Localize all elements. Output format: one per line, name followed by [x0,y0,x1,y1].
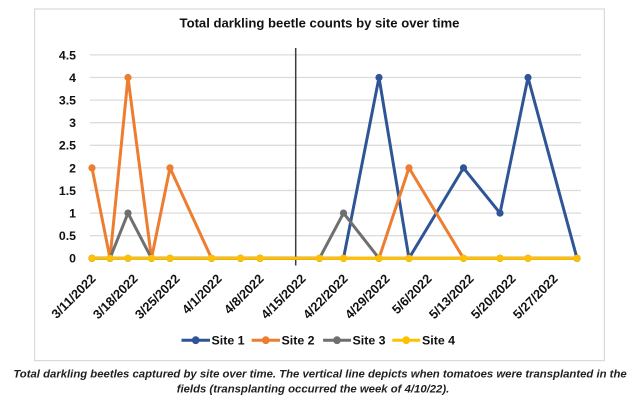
svg-text:fields (transplanting occurred: fields (transplanting occurred the week … [177,384,450,396]
svg-text:Site 3: Site 3 [353,334,386,348]
svg-text:Site 4: Site 4 [422,334,455,348]
svg-text:3.5: 3.5 [59,94,76,108]
svg-text:2: 2 [69,161,76,175]
svg-text:Total darkling beetles capture: Total darkling beetles captured by site … [13,368,626,380]
svg-text:3: 3 [69,116,76,130]
svg-text:1.5: 1.5 [59,184,76,198]
svg-text:4.5: 4.5 [59,48,76,62]
svg-text:2.5: 2.5 [59,139,76,153]
svg-text:0.5: 0.5 [59,229,76,243]
svg-text:4: 4 [69,71,76,85]
svg-text:Site 1: Site 1 [212,334,245,348]
svg-text:Site 2: Site 2 [282,334,315,348]
svg-text:Total darkling beetle counts b: Total darkling beetle counts by site ove… [180,15,460,30]
svg-text:0: 0 [69,252,76,266]
svg-text:1: 1 [69,207,76,221]
